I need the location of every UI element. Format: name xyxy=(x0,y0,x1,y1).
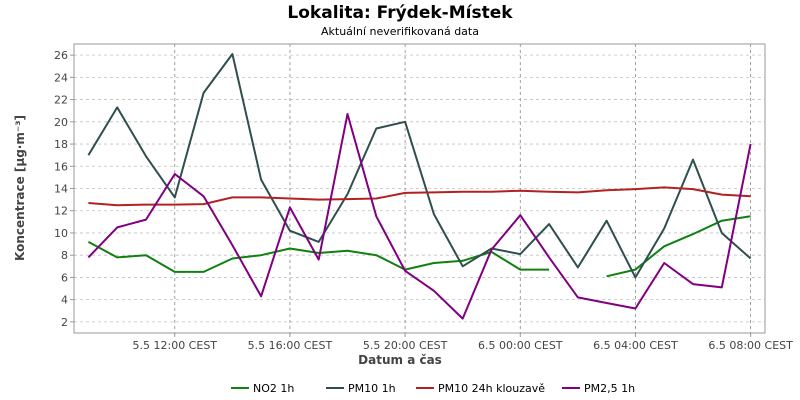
y-tick-label: 10 xyxy=(54,227,68,240)
y-tick-label: 2 xyxy=(61,316,68,329)
legend-label-pm10-1h: PM10 1h xyxy=(348,382,396,395)
y-tick-label: 16 xyxy=(54,160,68,173)
y-axis-label: Koncentrace [µg·m⁻³] xyxy=(13,115,27,261)
y-tick-label: 18 xyxy=(54,138,68,151)
x-axis-ticks: 5.5 12:00 CEST 5.5 16:00 CEST 5.5 20:00 CE… xyxy=(133,333,793,352)
x-tick-label: 5.5 20:00 CEST xyxy=(363,339,448,352)
legend-label-no2-1h: NO2 1h xyxy=(253,382,294,395)
legend-label-pm2-5-1h: PM2,5 1h xyxy=(584,382,635,395)
grid xyxy=(74,44,765,333)
x-tick-label: 6.5 04:00 CEST xyxy=(593,339,678,352)
y-tick-label: 22 xyxy=(54,94,68,107)
y-tick-label: 8 xyxy=(61,249,68,262)
x-tick-label: 6.5 00:00 CEST xyxy=(478,339,563,352)
y-tick-label: 26 xyxy=(54,49,68,62)
series-layer xyxy=(87,53,752,320)
y-tick-label: 24 xyxy=(54,71,68,84)
y-tick-label: 6 xyxy=(61,271,68,284)
x-tick-label: 5.5 12:00 CEST xyxy=(133,339,218,352)
x-tick-label: 6.5 08:00 CEST xyxy=(708,339,793,352)
x-axis-label: Datum a čas xyxy=(358,353,442,367)
chart-title: Lokalita: Frýdek-Místek xyxy=(287,3,513,23)
series-line-pm2-5-1h xyxy=(87,113,752,320)
legend: NO2 1h PM10 1h PM10 24h klouzavě PM2,5 1h xyxy=(231,382,635,395)
y-tick-label: 4 xyxy=(61,294,68,307)
y-tick-label: 12 xyxy=(54,205,68,218)
series-line-no2-1h xyxy=(87,215,751,278)
x-tick-label: 5.5 16:00 CEST xyxy=(248,339,333,352)
y-tick-label: 20 xyxy=(54,116,68,129)
series-line-pm10-24h-klouzav xyxy=(88,186,751,207)
y-tick-label: 14 xyxy=(54,183,68,196)
legend-label-pm10-24h-klouzav: PM10 24h klouzavě xyxy=(438,382,545,395)
series-line-pm10-1h xyxy=(87,53,752,279)
chart-subtitle: Aktuální neverifikovaná data xyxy=(321,25,479,38)
